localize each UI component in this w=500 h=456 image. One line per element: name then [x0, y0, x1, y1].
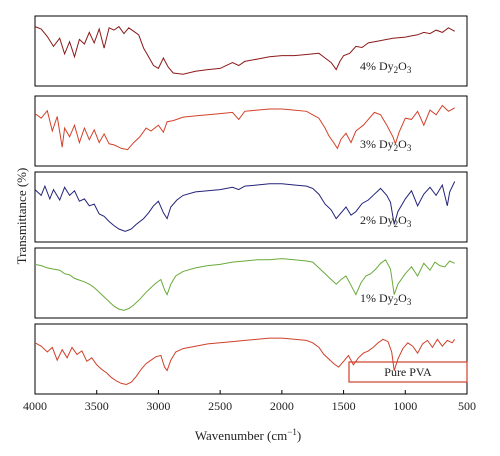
panel-0: 4% Dy2O3	[34, 15, 468, 87]
series-label: 1% Dy2O3	[360, 291, 412, 307]
series-label: Pure PVA	[384, 365, 432, 379]
panel-frame	[34, 247, 468, 319]
panel-frame	[34, 323, 468, 395]
label-box	[348, 361, 468, 383]
y-axis-title: Transmittance (%)	[14, 168, 29, 265]
spectrum-line	[34, 181, 456, 232]
panel-frame	[34, 95, 468, 167]
x-tick-label: 1000	[393, 399, 417, 413]
x-axis-title: Wavenumber (cm−1)	[195, 427, 301, 443]
spectrum-line	[34, 258, 455, 311]
panel-1: 3% Dy2O3	[34, 95, 468, 167]
series-label: 3% Dy2O3	[360, 137, 412, 153]
x-tick-label: 2000	[270, 399, 294, 413]
x-tick-label: 500	[458, 399, 476, 413]
panel-frame	[34, 171, 468, 243]
series-label: 2% Dy2O3	[360, 213, 412, 229]
x-tick-label: 1500	[332, 399, 356, 413]
x-tick-label: 2500	[208, 399, 232, 413]
panel-2: 2% Dy2O3	[34, 171, 468, 243]
spectrum-line	[34, 25, 455, 75]
x-tick-label: 3500	[85, 399, 109, 413]
spectrum-line	[34, 337, 456, 386]
panel-4: Pure PVA	[34, 323, 468, 395]
panel-frame	[34, 15, 468, 87]
panel-3: 1% Dy2O3	[34, 247, 468, 319]
series-label: 4% Dy2O3	[360, 59, 412, 75]
spectrum-line	[34, 104, 455, 151]
x-tick-label: 4000	[23, 399, 47, 413]
x-tick-label: 3000	[146, 399, 170, 413]
panels-group: 4% Dy2O3 3% Dy2O3 2% Dy2O3 1% Dy2O3 Pure PVA	[34, 15, 468, 395]
x-axis: 4000 3500 3000 2500 2000 1500 1000 500	[23, 390, 476, 413]
